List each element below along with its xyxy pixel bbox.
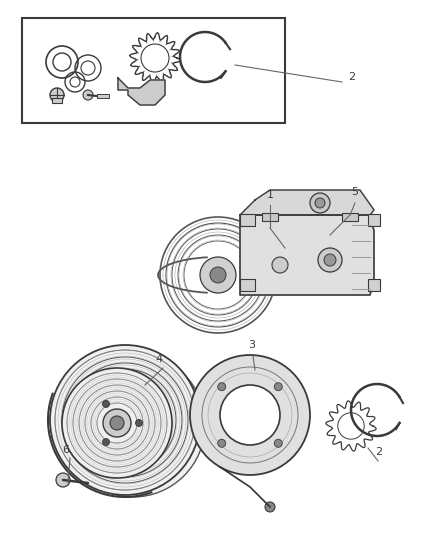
Circle shape <box>318 248 342 272</box>
Circle shape <box>218 383 226 391</box>
Bar <box>22 18 285 123</box>
Circle shape <box>61 353 205 497</box>
Circle shape <box>50 345 200 495</box>
Bar <box>368 214 380 226</box>
Bar <box>52 98 62 103</box>
Bar <box>97 94 109 98</box>
Circle shape <box>315 198 325 208</box>
Circle shape <box>274 439 282 447</box>
Circle shape <box>62 368 172 478</box>
Text: 2: 2 <box>375 447 382 457</box>
Circle shape <box>272 257 288 273</box>
Text: 5: 5 <box>352 187 358 197</box>
Circle shape <box>83 90 93 100</box>
Bar <box>262 213 278 221</box>
Circle shape <box>103 409 131 437</box>
Circle shape <box>200 257 236 293</box>
Circle shape <box>324 254 336 266</box>
Text: 6: 6 <box>62 445 69 455</box>
Polygon shape <box>118 78 165 105</box>
Circle shape <box>218 439 226 447</box>
Polygon shape <box>240 190 374 215</box>
Bar <box>368 279 380 291</box>
Bar <box>240 214 255 226</box>
Bar <box>342 213 358 221</box>
Circle shape <box>56 473 70 487</box>
Text: 1: 1 <box>266 190 273 200</box>
Text: 4: 4 <box>155 354 162 364</box>
Polygon shape <box>240 215 374 295</box>
Circle shape <box>210 267 226 283</box>
Circle shape <box>220 385 280 445</box>
Circle shape <box>265 502 275 512</box>
Circle shape <box>110 416 124 430</box>
Circle shape <box>274 383 282 391</box>
Circle shape <box>190 355 310 475</box>
Text: 3: 3 <box>248 340 255 350</box>
Circle shape <box>102 400 110 407</box>
Text: 2: 2 <box>348 72 355 82</box>
Circle shape <box>50 88 64 102</box>
Circle shape <box>135 419 142 426</box>
Circle shape <box>310 193 330 213</box>
Circle shape <box>102 439 110 446</box>
Bar <box>240 279 255 291</box>
